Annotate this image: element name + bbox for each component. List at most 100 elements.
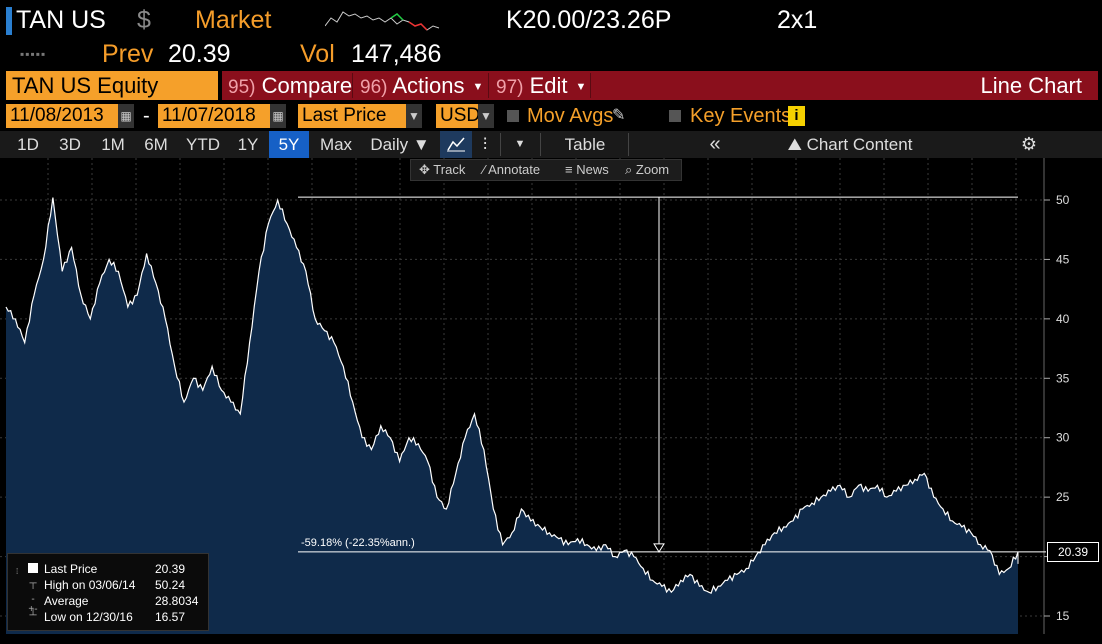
news-icon: ≡	[565, 162, 573, 177]
average-marker-icon: -+-	[28, 594, 38, 615]
volume-value: 147,486	[351, 40, 442, 68]
y-tick-label: 35	[1056, 371, 1070, 385]
edit-button[interactable]: 97) Edit ▼	[496, 71, 586, 100]
toolbar-divider	[628, 133, 629, 156]
security-field[interactable]: TAN US Equity	[6, 71, 218, 100]
period-1m[interactable]: 1M	[101, 135, 125, 154]
sparkline-icon	[325, 11, 440, 31]
chart-content-button[interactable]: ⛰ Chart Content	[770, 131, 930, 158]
chevron-down-icon[interactable]: ▼	[478, 104, 494, 128]
info-icon[interactable]: i	[788, 106, 805, 126]
legend-low-value: 16.57	[155, 610, 186, 624]
calendar-icon[interactable]: ▦	[270, 104, 286, 128]
pen-icon: ⁄	[483, 162, 486, 177]
settings-bar: 11/08/2013 ▦ - 11/07/2018 ▦ Last Price ▼…	[0, 103, 1102, 130]
chevron-down-icon[interactable]: ▼	[406, 104, 422, 128]
zoom-tool[interactable]: ⌕ Zoom	[625, 162, 669, 178]
market-label: Market	[195, 6, 272, 34]
table-button[interactable]: Table	[564, 135, 606, 154]
bid-ask-quote: K20.00/23.26P	[506, 6, 672, 34]
news-tool[interactable]: ≡ News	[565, 162, 609, 177]
line-chart-icon[interactable]	[440, 131, 472, 158]
legend-avg-value: 28.8034	[155, 594, 199, 608]
mov-avgs-checkbox[interactable]	[507, 110, 519, 122]
mov-avgs-label[interactable]: Mov Avgs	[527, 105, 614, 127]
prev-value: 20.39	[168, 40, 231, 68]
collapse-icon[interactable]: «	[709, 133, 721, 155]
currency-symbol: $	[137, 6, 151, 34]
y-tick-label: 15	[1056, 609, 1070, 623]
track-tool[interactable]: ✥ Track	[419, 162, 465, 178]
compare-button[interactable]: 95) Compare	[228, 71, 352, 100]
calendar-icon[interactable]: ▦	[118, 104, 134, 128]
bar-chart-icon[interactable]: ⫶	[482, 135, 488, 154]
legend-avg-label: Average	[44, 594, 89, 608]
annotate-tool[interactable]: ⁄ Annotate	[483, 162, 540, 177]
price-area-fill	[6, 197, 1018, 634]
chevron-down-icon: ▼	[472, 80, 484, 93]
ticker-header: TAN US $ Market K20.00/23.26P 2x1 ▪▪▪▪▪ …	[0, 0, 1102, 70]
date-separator: -	[143, 105, 150, 127]
y-tick-label: 25	[1056, 490, 1070, 504]
bid-ask-size: 2x1	[777, 6, 818, 34]
period-3d[interactable]: 3D	[59, 135, 81, 154]
chevron-down-icon: ▼	[412, 135, 430, 154]
handle-icon: ⁞	[16, 567, 19, 576]
chart-type-title: Line Chart	[980, 73, 1082, 98]
key-events-checkbox[interactable]	[669, 110, 681, 122]
magnifier-icon: ⌕	[625, 162, 633, 177]
change-label: -59.18% (-22.35%ann.)	[301, 537, 415, 549]
volume-label: Vol	[300, 40, 335, 68]
menu-divider	[590, 73, 591, 98]
crosshair-icon: ✥	[419, 162, 430, 177]
key-events-label[interactable]: Key Events	[690, 105, 792, 127]
legend-last-label: Last Price	[44, 562, 98, 576]
gear-icon[interactable]: ⚙	[1020, 134, 1038, 154]
menu-divider	[488, 73, 489, 98]
actions-label: Actions	[392, 73, 465, 98]
period-max[interactable]: Max	[319, 135, 353, 154]
chevron-down-icon[interactable]: ▼	[514, 138, 526, 150]
y-tick-label: 50	[1056, 193, 1070, 207]
period-5y[interactable]: 5Y	[269, 131, 309, 158]
legend-row-last: ⁞ Last Price 20.39	[8, 561, 208, 577]
currency-select[interactable]: USD	[436, 104, 480, 128]
compare-label: Compare	[261, 73, 353, 98]
price-chart[interactable]: 1520253035404550	[0, 158, 1102, 644]
legend-low-label: Low on 12/30/16	[44, 610, 133, 624]
y-tick-label: 40	[1056, 312, 1070, 326]
compare-number: 95)	[228, 77, 256, 98]
period-1y[interactable]: 1Y	[237, 135, 259, 154]
field-select[interactable]: Last Price	[298, 104, 422, 128]
ticker-marker	[6, 7, 12, 35]
chart-legend: ⁞ Last Price 20.39 ┬ High on 03/06/14 50…	[7, 553, 209, 631]
chart-tools: ✥ Track ⁄ Annotate ≡ News ⌕ Zoom	[410, 159, 682, 181]
legend-row-average: -+- Average 28.8034	[8, 593, 208, 615]
edit-number: 97)	[496, 77, 524, 98]
chart-icon: ⛰	[787, 135, 802, 154]
period-1d[interactable]: 1D	[17, 135, 39, 154]
start-date-field[interactable]: 11/08/2013	[6, 104, 118, 128]
news-label: News	[576, 162, 609, 177]
actions-number: 96)	[360, 77, 388, 98]
track-label: Track	[433, 162, 466, 177]
period-bar: 1D 3D 1M 6M YTD 1Y 5Y Max Daily ▼ ⫶ ▼ Ta…	[0, 131, 1102, 158]
chevron-down-icon: ▼	[575, 80, 587, 93]
frequency-select[interactable]: Daily ▼	[364, 131, 436, 158]
period-ytd[interactable]: YTD	[186, 135, 220, 154]
ticker-symbol: TAN US	[16, 6, 106, 34]
legend-row-high: ┬ High on 03/06/14 50.24	[8, 577, 208, 593]
y-axis: 1520253035404550	[1043, 158, 1070, 634]
price-line	[5, 197, 1019, 595]
period-6m[interactable]: 6M	[144, 135, 168, 154]
command-bar: TAN US Equity 95) Compare 96) Actions ▼ 9…	[0, 71, 1102, 101]
actions-button[interactable]: 96) Actions ▼	[360, 71, 483, 100]
last-price-swatch	[28, 563, 38, 573]
end-date-field[interactable]: 11/07/2018	[158, 104, 270, 128]
pencil-icon[interactable]: ✎	[612, 107, 626, 124]
high-marker-icon: ┬	[29, 578, 37, 589]
dots-icon: ▪▪▪▪▪	[20, 47, 47, 61]
toolbar-divider	[500, 133, 501, 156]
low-marker-icon: ┴	[29, 610, 37, 621]
legend-row-low: ┴ Low on 12/30/16 16.57	[8, 609, 208, 625]
